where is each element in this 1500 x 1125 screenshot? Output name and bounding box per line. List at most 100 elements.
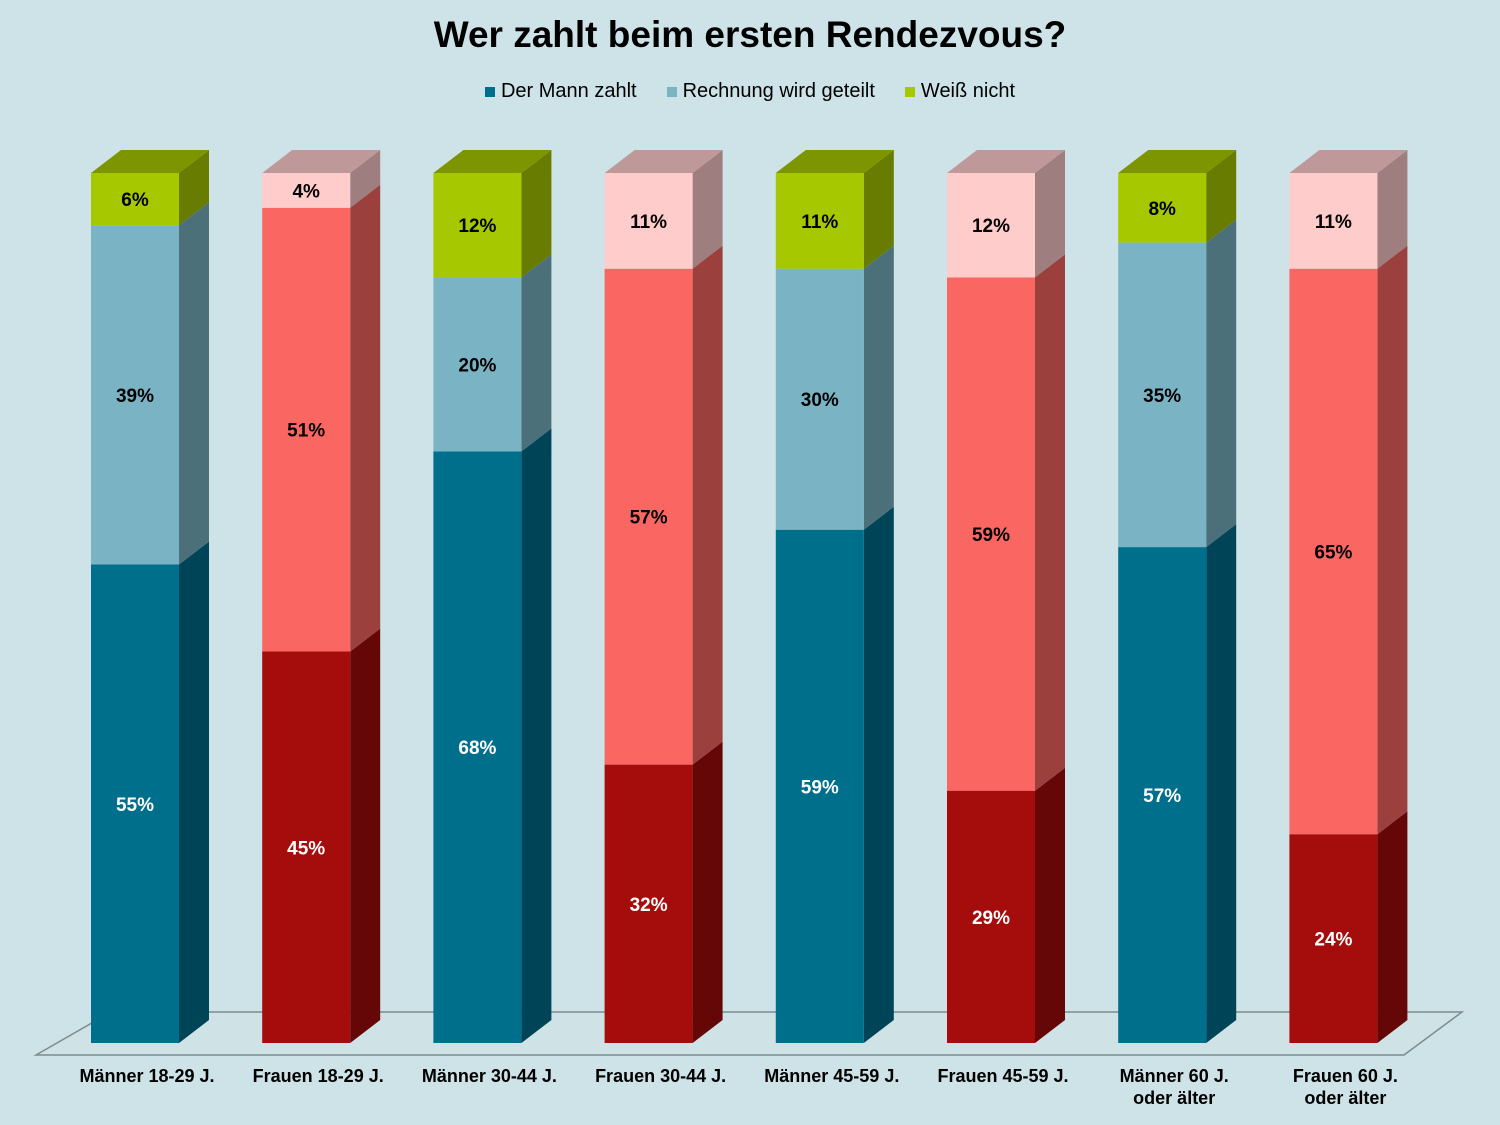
bar-2-0	[433, 451, 522, 1043]
category-label-2-0: Männer 30-44 J.	[422, 1066, 557, 1086]
bar-side-2-1	[521, 254, 552, 452]
legend-item-der-mann-zahlt: Der Mann zahlt	[484, 80, 637, 103]
bar-side-3-2	[692, 150, 723, 269]
bar-3-1	[604, 268, 693, 765]
legend-label-rechnung-geteilt: Rechnung wird geteilt	[682, 80, 875, 102]
bar-side-6-1	[1206, 219, 1237, 548]
chart-title: Wer zahlt beim ersten Rendezvous?	[433, 14, 1067, 55]
bar-top-3	[604, 150, 723, 173]
data-label-6-1: 35%	[1143, 386, 1181, 407]
data-label-3-2: 11%	[630, 212, 667, 233]
data-label-0-1: 39%	[116, 386, 154, 407]
data-label-7-0: 24%	[1314, 930, 1352, 951]
data-label-1-2: 4%	[292, 181, 320, 202]
bar-top-5	[947, 150, 1065, 173]
category-label-0-0: Männer 18-29 J.	[79, 1066, 214, 1086]
bar-side-1-0	[350, 628, 381, 1043]
floor-plane	[33, 1011, 1465, 1056]
bar-top-6	[1118, 150, 1237, 173]
category-label-1-0: Frauen 18-29 J.	[253, 1066, 384, 1086]
data-label-5-2: 12%	[972, 216, 1010, 237]
bar-2-1	[433, 277, 522, 452]
data-label-4-2: 11%	[801, 212, 838, 233]
bar-4-1	[775, 268, 864, 530]
bar-side-6-0	[1206, 524, 1237, 1043]
bar-side-7-2	[1377, 150, 1408, 269]
data-label-7-2: 11%	[1315, 212, 1352, 233]
bar-side-5-1	[1035, 254, 1065, 791]
data-label-2-1: 20%	[458, 355, 496, 376]
data-label-4-0: 59%	[801, 777, 839, 798]
bar-3-0	[604, 764, 693, 1043]
bar-4-0	[775, 529, 864, 1043]
bar-side-7-1	[1377, 245, 1408, 835]
bar-side-4-0	[863, 506, 894, 1043]
bar-4-2	[775, 173, 864, 269]
data-label-2-0: 68%	[458, 738, 496, 759]
bar-0-0	[91, 564, 179, 1043]
category-label-7-1: oder älter	[1304, 1088, 1386, 1108]
data-label-2-2: 12%	[458, 216, 496, 237]
bar-6-1	[1118, 242, 1207, 548]
bar-5-2	[947, 173, 1035, 278]
bar-side-3-1	[692, 245, 723, 765]
bar-1-0	[262, 651, 351, 1043]
data-label-0-2: 6%	[121, 190, 149, 211]
bar-side-3-0	[692, 741, 723, 1043]
legend-label-der-mann-zahlt: Der Mann zahlt	[500, 80, 637, 102]
bar-side-1-2	[350, 150, 381, 208]
bar-top-4	[775, 150, 894, 173]
category-label-4-0: Männer 45-59 J.	[764, 1066, 899, 1086]
bar-top-7	[1289, 150, 1408, 173]
bar-side-5-2	[1035, 150, 1065, 278]
bar-side-0-1	[179, 202, 209, 565]
category-label-3-0: Frauen 30-44 J.	[595, 1066, 726, 1086]
bar-side-7-0	[1377, 811, 1408, 1043]
data-label-3-0: 32%	[630, 895, 668, 916]
bar-side-2-0	[521, 428, 552, 1043]
bar-3-2	[604, 173, 693, 269]
bar-6-2	[1118, 173, 1207, 243]
legend-item-rechnung-geteilt: Rechnung wird geteilt	[666, 80, 875, 103]
data-label-1-0: 45%	[287, 838, 325, 859]
data-label-0-0: 55%	[116, 795, 154, 816]
legend-item-weiss-nicht: Weiß nicht	[904, 80, 1016, 103]
bar-side-1-1	[350, 184, 381, 652]
bar-top-2	[433, 150, 552, 173]
bar-1-1	[262, 207, 351, 652]
bar-top-0	[91, 150, 209, 173]
bar-0-2	[91, 173, 179, 226]
category-label-6-1: oder älter	[1133, 1088, 1215, 1108]
data-label-6-2: 8%	[1148, 199, 1176, 220]
legend: Der Mann zahlt Rechnung wird geteilt Wei…	[0, 80, 1500, 103]
data-label-5-0: 29%	[972, 908, 1010, 929]
bar-2-2	[433, 173, 522, 278]
bar-5-1	[947, 277, 1035, 791]
bar-side-5-0	[1035, 767, 1065, 1043]
bar-side-2-2	[521, 150, 552, 278]
category-label-7-0: Frauen 60 J.	[1293, 1066, 1398, 1086]
bar-top-1	[262, 150, 381, 173]
data-label-6-0: 57%	[1143, 786, 1181, 807]
bar-5-0	[947, 790, 1035, 1043]
category-label-5-0: Frauen 45-59 J.	[937, 1066, 1068, 1086]
data-label-5-1: 59%	[972, 525, 1010, 546]
bar-side-0-2	[179, 150, 209, 226]
bar-side-4-1	[863, 245, 894, 530]
legend-swatch-weiss-nicht	[904, 86, 915, 97]
data-label-4-1: 30%	[801, 390, 839, 411]
data-label-3-1: 57%	[630, 508, 668, 529]
bar-0-1	[91, 225, 179, 565]
bar-7-0	[1289, 834, 1378, 1043]
bar-side-4-2	[863, 150, 894, 269]
data-label-1-1: 51%	[287, 421, 325, 442]
bar-7-2	[1289, 173, 1378, 269]
bar-6-0	[1118, 547, 1207, 1043]
bar-1-2	[262, 173, 351, 208]
legend-label-weiss-nicht: Weiß nicht	[920, 80, 1016, 102]
category-label-6-0: Männer 60 J.	[1120, 1066, 1229, 1086]
bar-side-0-0	[179, 541, 209, 1043]
legend-swatch-rechnung-geteilt	[666, 86, 677, 97]
